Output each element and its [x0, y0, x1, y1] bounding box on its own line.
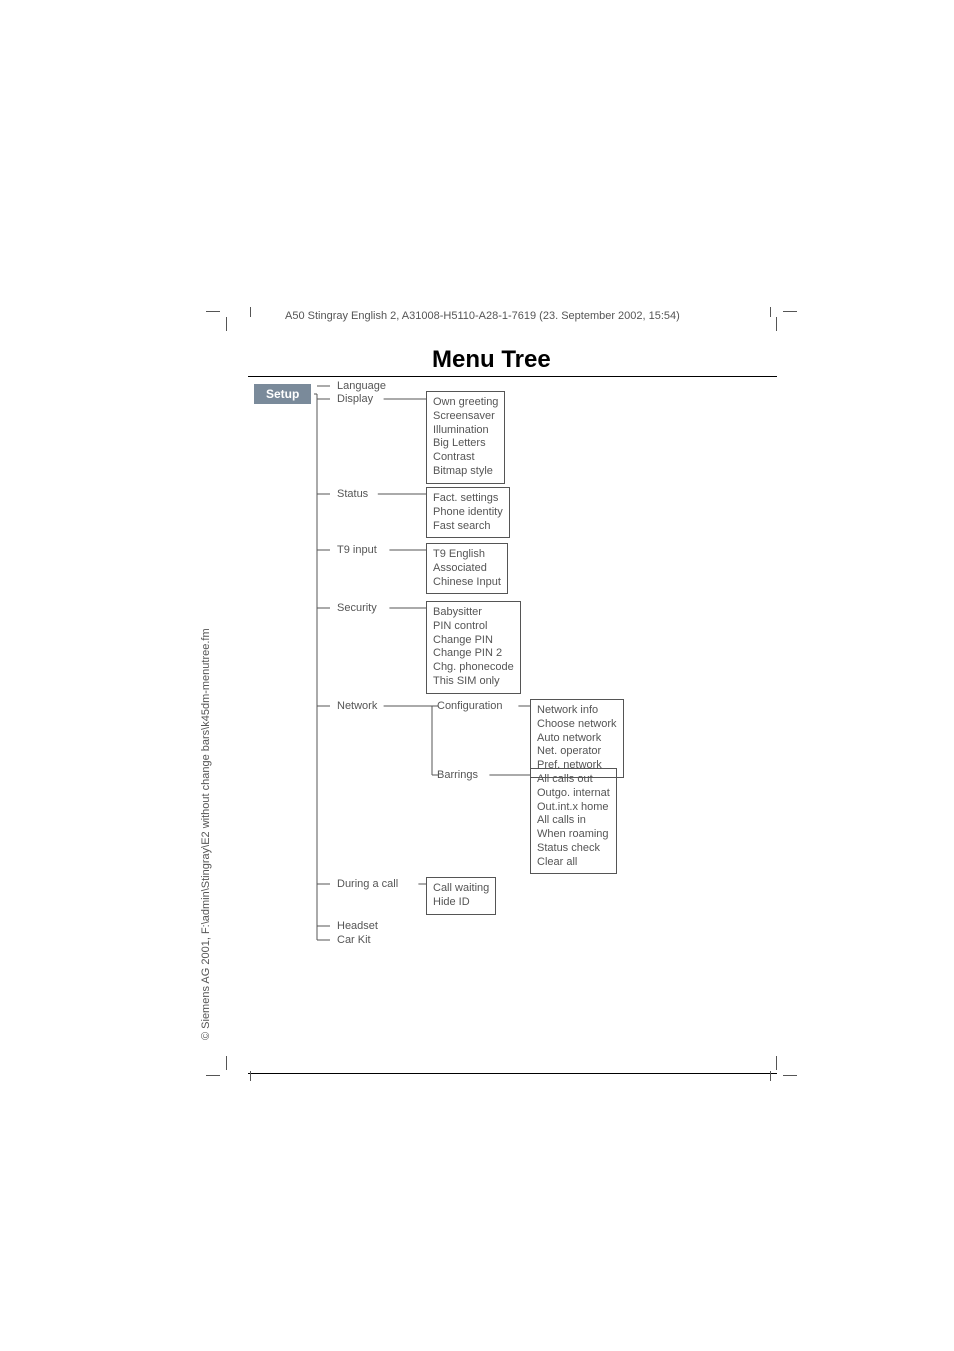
menu-item: Status check	[537, 842, 610, 856]
menu-item: Out.int.x home	[537, 801, 610, 815]
box-during-a-call: Call waitingHide ID	[426, 877, 496, 915]
menu-item: Associated	[433, 562, 501, 576]
menu-item: Illumination	[433, 424, 498, 438]
menu-item: Hide ID	[433, 896, 489, 910]
level1-during-a-call: During a call	[337, 878, 398, 890]
box-security: BabysitterPIN controlChange PINChange PI…	[426, 601, 521, 694]
box-t9-input: T9 EnglishAssociatedChinese Input	[426, 543, 508, 594]
crop-mark	[783, 1075, 797, 1076]
tick-mark	[770, 307, 771, 317]
level2-barrings: Barrings	[437, 769, 478, 781]
menu-item: Babysitter	[433, 606, 514, 620]
crop-mark	[206, 311, 220, 312]
menu-item: Choose network	[537, 718, 617, 732]
menu-item: Own greeting	[433, 396, 498, 410]
menu-item: Fast search	[433, 520, 503, 534]
setup-root-label: Setup	[254, 384, 311, 404]
menu-item: Big Letters	[433, 437, 498, 451]
level1-display: Display	[337, 393, 373, 405]
menu-item: T9 English	[433, 548, 501, 562]
menu-item: All calls in	[537, 814, 610, 828]
menu-item: Chg. phonecode	[433, 661, 514, 675]
level1-car-kit: Car Kit	[337, 934, 371, 946]
level1-network: Network	[337, 700, 377, 712]
page-title: Menu Tree	[432, 346, 551, 374]
crop-mark	[776, 317, 777, 331]
crop-mark	[783, 311, 797, 312]
menu-item: Clear all	[537, 856, 610, 870]
tick-mark	[770, 1071, 771, 1081]
level1-t9-input: T9 input	[337, 544, 377, 556]
bottom-rule	[248, 1073, 777, 1074]
crop-mark	[226, 1056, 227, 1070]
level1-language: Language	[337, 380, 386, 392]
level2-configuration: Configuration	[437, 700, 502, 712]
menu-item: Net. operator	[537, 745, 617, 759]
menu-item: Bitmap style	[433, 465, 498, 479]
header-text: A50 Stingray English 2, A31008-H5110-A28…	[285, 310, 680, 322]
box-configuration: Network infoChoose networkAuto networkNe…	[530, 699, 624, 778]
menu-item: Call waiting	[433, 882, 489, 896]
menu-item: Phone identity	[433, 506, 503, 520]
crop-mark	[206, 1075, 220, 1076]
box-status: Fact. settingsPhone identityFast search	[426, 487, 510, 538]
menu-item: When roaming	[537, 828, 610, 842]
crop-mark	[776, 1056, 777, 1070]
crop-mark	[226, 317, 227, 331]
menu-item: Change PIN 2	[433, 647, 514, 661]
menu-item: Network info	[537, 704, 617, 718]
menu-item: Auto network	[537, 732, 617, 746]
menu-item: Screensaver	[433, 410, 498, 424]
tick-mark	[250, 307, 251, 317]
menu-item: Fact. settings	[433, 492, 503, 506]
menu-item: PIN control	[433, 620, 514, 634]
top-rule	[248, 376, 777, 377]
level1-status: Status	[337, 488, 368, 500]
box-display: Own greetingScreensaverIlluminationBig L…	[426, 391, 505, 484]
tick-mark	[250, 1071, 251, 1081]
menu-item: Outgo. internat	[537, 787, 610, 801]
menu-item: Contrast	[433, 451, 498, 465]
side-copyright: © Siemens AG 2001, F:\admin\Stingray\E2 …	[200, 628, 212, 1040]
level1-security: Security	[337, 602, 377, 614]
menu-item: This SIM only	[433, 675, 514, 689]
menu-item: Chinese Input	[433, 576, 501, 590]
level1-headset: Headset	[337, 920, 378, 932]
menu-item: Change PIN	[433, 634, 514, 648]
box-barrings: All calls outOutgo. internatOut.int.x ho…	[530, 768, 617, 874]
menu-item: All calls out	[537, 773, 610, 787]
